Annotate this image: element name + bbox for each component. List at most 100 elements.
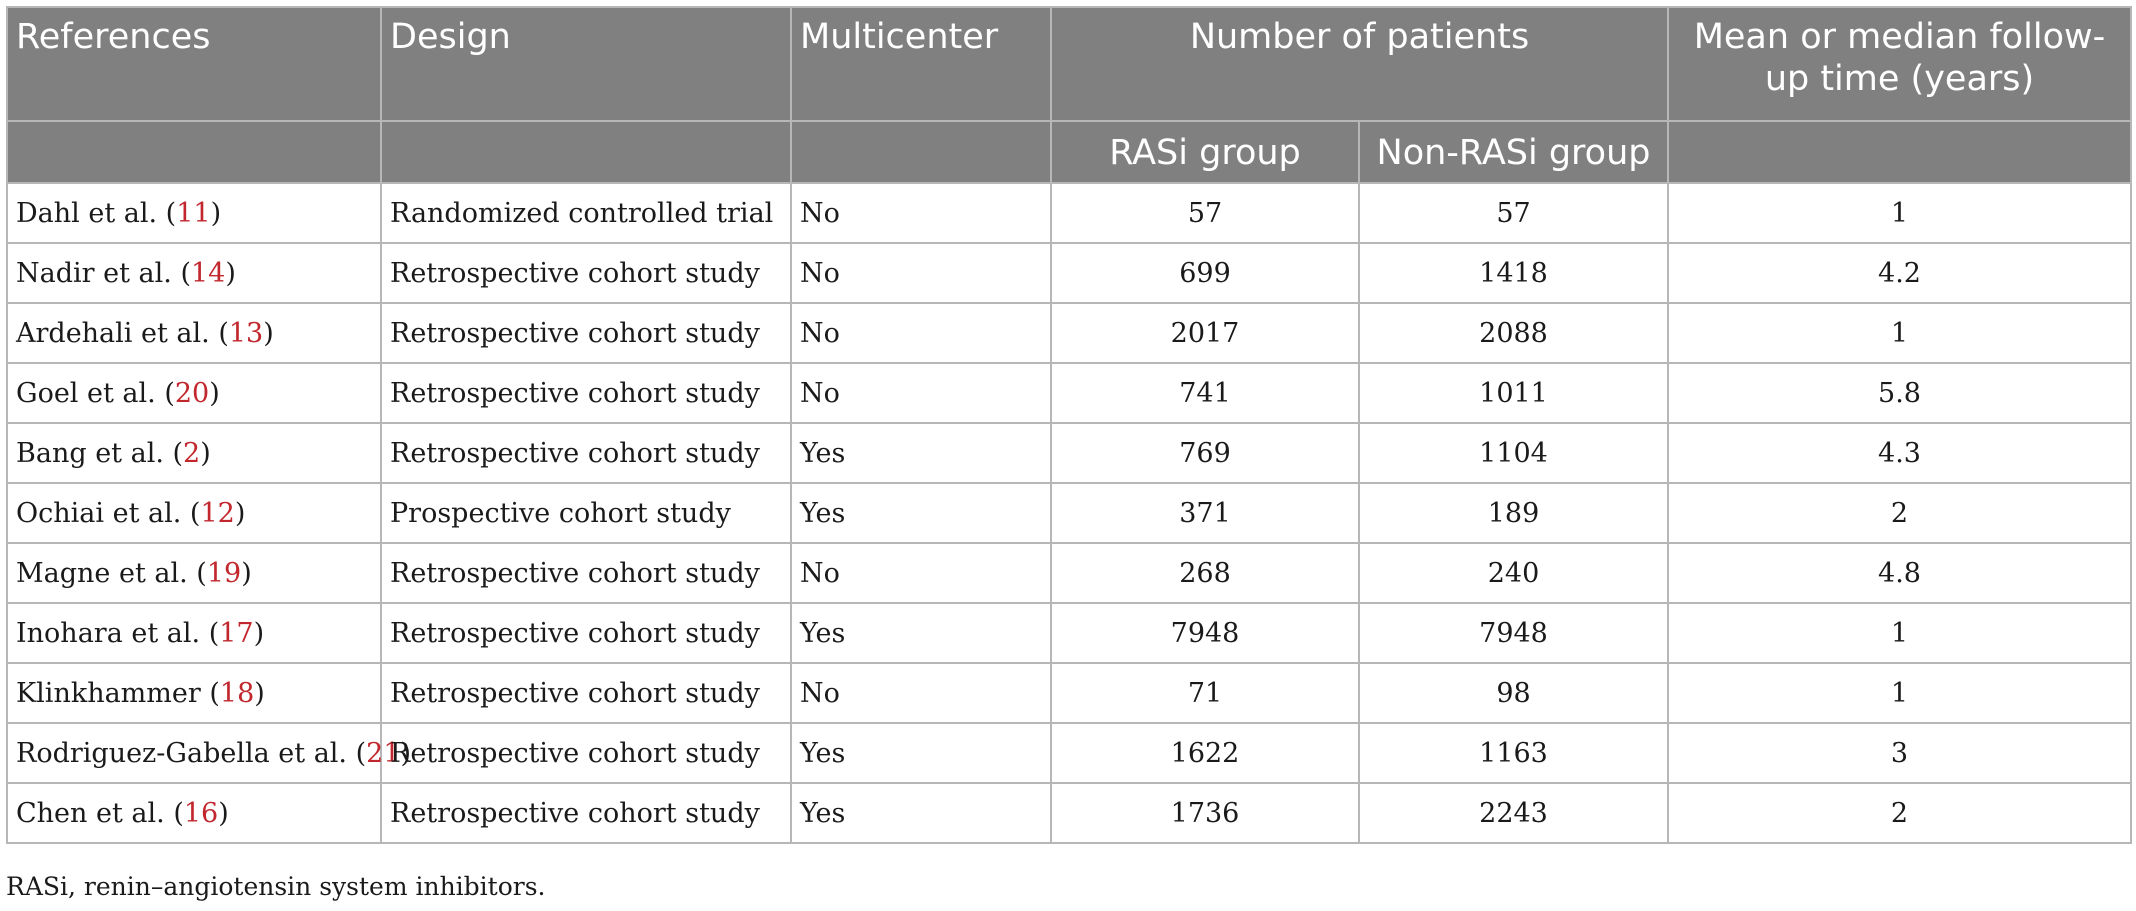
cell-followup: 1: [1667, 182, 2132, 244]
cell-reference: Chen et al. (16): [6, 782, 382, 844]
studies-table-container: References Design Multicenter Number of …: [6, 6, 2132, 844]
reference-citation-link[interactable]: 2: [183, 437, 201, 469]
cell-followup: 1: [1667, 662, 2132, 724]
cell-design: Retrospective cohort study: [380, 542, 792, 604]
cell-design: Randomized controlled trial: [380, 182, 792, 244]
cell-reference: Nadir et al. (14): [6, 242, 382, 304]
table-footnote: RASi, renin–angiotensin system inhibitor…: [6, 872, 546, 901]
reference-author: Nadir et al.: [16, 257, 172, 289]
reference-citation-link[interactable]: 11: [176, 197, 211, 229]
cell-multicenter: No: [790, 542, 1052, 604]
table-row: Chen et al. (16) Retrospective cohort stu…: [6, 782, 2132, 844]
cell-reference: Inohara et al. (17): [6, 602, 382, 664]
cell-multicenter: No: [790, 242, 1052, 304]
cell-rasi-count: 268: [1050, 542, 1360, 604]
cell-rasi-count: 57: [1050, 182, 1360, 244]
table-row: Inohara et al. (17) Retrospective cohort …: [6, 602, 2132, 664]
header-blank-followup: [1667, 120, 2132, 184]
header-non-rasi-group: Non-RASi group: [1358, 120, 1669, 184]
cell-reference: Magne et al. (19): [6, 542, 382, 604]
cell-multicenter: Yes: [790, 422, 1052, 484]
reference-author: Bang et al.: [16, 437, 164, 469]
cell-multicenter: No: [790, 302, 1052, 364]
cell-reference: Dahl et al. (11): [6, 182, 382, 244]
cell-multicenter: No: [790, 182, 1052, 244]
cell-multicenter: Yes: [790, 482, 1052, 544]
cell-rasi-count: 741: [1050, 362, 1360, 424]
header-blank-references: [6, 120, 382, 184]
cell-design: Retrospective cohort study: [380, 422, 792, 484]
table-row: Nadir et al. (14) Retrospective cohort st…: [6, 242, 2132, 304]
header-blank-design: [380, 120, 792, 184]
header-blank-multicenter: [790, 120, 1052, 184]
table-body: Dahl et al. (11) Randomized controlled tr…: [6, 182, 2132, 844]
cell-design: Retrospective cohort study: [380, 782, 792, 844]
cell-non-rasi-count: 2243: [1358, 782, 1669, 844]
cell-non-rasi-count: 240: [1358, 542, 1669, 604]
reference-author: Ardehali et al.: [16, 317, 210, 349]
cell-followup: 2: [1667, 782, 2132, 844]
cell-followup: 1: [1667, 302, 2132, 364]
table-row: Ochiai et al. (12) Prospective cohort stu…: [6, 482, 2132, 544]
header-followup: Mean or median follow-up time (years): [1667, 6, 2132, 122]
header-multicenter: Multicenter: [790, 6, 1052, 122]
header-number-of-patients: Number of patients: [1050, 6, 1669, 122]
cell-design: Retrospective cohort study: [380, 722, 792, 784]
reference-citation-link[interactable]: 16: [183, 797, 219, 829]
cell-design: Retrospective cohort study: [380, 362, 792, 424]
reference-author: Klinkhammer: [16, 677, 201, 709]
header-references: References: [6, 6, 382, 122]
reference-citation-link[interactable]: 12: [200, 497, 235, 529]
cell-reference: Goel et al. (20): [6, 362, 382, 424]
cell-non-rasi-count: 1011: [1358, 362, 1669, 424]
cell-rasi-count: 371: [1050, 482, 1360, 544]
cell-followup: 1: [1667, 602, 2132, 664]
cell-multicenter: Yes: [790, 782, 1052, 844]
cell-rasi-count: 769: [1050, 422, 1360, 484]
header-design: Design: [380, 6, 792, 122]
cell-followup: 3: [1667, 722, 2132, 784]
cell-followup: 2: [1667, 482, 2132, 544]
cell-multicenter: Yes: [790, 602, 1052, 664]
cell-followup: 4.2: [1667, 242, 2132, 304]
reference-author: Goel et al.: [16, 377, 156, 409]
reference-citation-link[interactable]: 20: [174, 377, 210, 409]
reference-author: Ochiai et al.: [16, 497, 182, 529]
cell-design: Retrospective cohort study: [380, 242, 792, 304]
cell-non-rasi-count: 2088: [1358, 302, 1669, 364]
cell-rasi-count: 699: [1050, 242, 1360, 304]
cell-non-rasi-count: 7948: [1358, 602, 1669, 664]
reference-citation-link[interactable]: 19: [206, 557, 242, 589]
cell-design: Retrospective cohort study: [380, 302, 792, 364]
reference-citation-link[interactable]: 18: [219, 677, 255, 709]
reference-author: Dahl et al.: [16, 197, 158, 229]
cell-multicenter: Yes: [790, 722, 1052, 784]
table-row: Dahl et al. (11) Randomized controlled tr…: [6, 182, 2132, 244]
reference-author: Rodriguez-Gabella et al.: [16, 737, 348, 769]
table-row: Ardehali et al. (13) Retrospective cohort…: [6, 302, 2132, 364]
cell-non-rasi-count: 57: [1358, 182, 1669, 244]
cell-reference: Rodriguez-Gabella et al. (21): [6, 722, 411, 784]
cell-non-rasi-count: 1163: [1358, 722, 1669, 784]
cell-non-rasi-count: 1104: [1358, 422, 1669, 484]
cell-design: Retrospective cohort study: [380, 662, 792, 724]
cell-multicenter: No: [790, 362, 1052, 424]
cell-design: Prospective cohort study: [380, 482, 792, 544]
table-row: Rodriguez-Gabella et al. (21) Retrospecti…: [6, 722, 2132, 784]
cell-rasi-count: 1736: [1050, 782, 1360, 844]
header-row-2: RASi group Non-RASi group: [6, 120, 2132, 184]
cell-multicenter: No: [790, 662, 1052, 724]
cell-reference: Ochiai et al. (12): [6, 482, 382, 544]
cell-reference: Klinkhammer (18): [6, 662, 382, 724]
reference-author: Chen et al.: [16, 797, 165, 829]
reference-citation-link[interactable]: 17: [219, 617, 254, 649]
table-header: References Design Multicenter Number of …: [6, 6, 2132, 184]
cell-rasi-count: 2017: [1050, 302, 1360, 364]
cell-non-rasi-count: 1418: [1358, 242, 1669, 304]
studies-table: References Design Multicenter Number of …: [6, 6, 2132, 844]
cell-design: Retrospective cohort study: [380, 602, 792, 664]
reference-citation-link[interactable]: 13: [228, 317, 264, 349]
cell-non-rasi-count: 189: [1358, 482, 1669, 544]
header-rasi-group: RASi group: [1050, 120, 1360, 184]
reference-citation-link[interactable]: 14: [190, 257, 226, 289]
